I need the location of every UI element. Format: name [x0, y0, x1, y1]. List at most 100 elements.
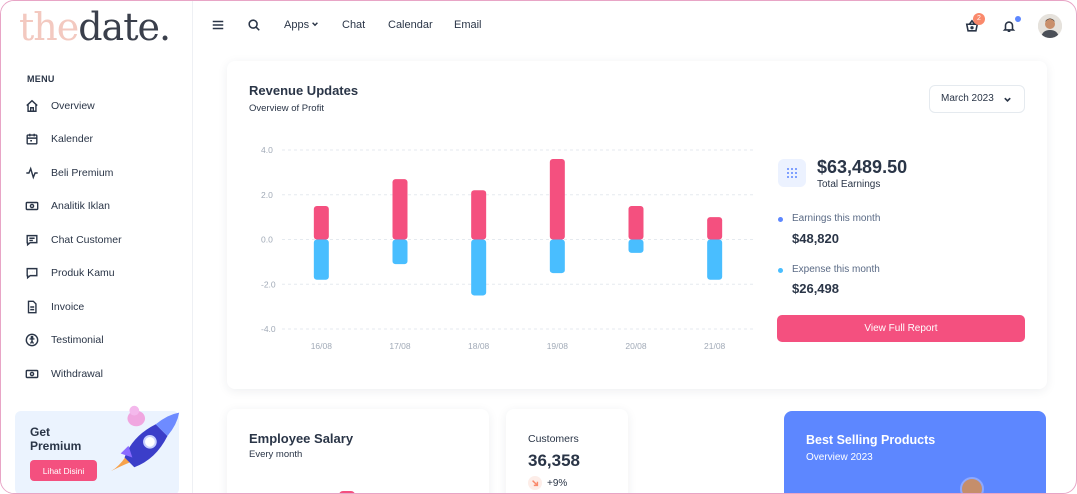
sidebar-item-withdrawal[interactable]: Withdrawal: [1, 357, 192, 391]
menu-icon[interactable]: [211, 18, 225, 32]
topbar: Apps Chat Calendar Email 2: [193, 1, 1076, 51]
chat-icon: [25, 233, 39, 247]
sidebar-item-produk-kamu[interactable]: Produk Kamu: [1, 257, 192, 291]
sidebar-nav: Overview Kalender Beli Premium Analitik …: [1, 89, 192, 391]
rocket-illustration: [110, 405, 180, 472]
product-image: [960, 477, 984, 493]
employee-subtitle: Every month: [249, 449, 303, 460]
best-selling-card: Best Selling Products Overview 2023: [784, 411, 1046, 493]
arrow-down-right-icon: [528, 476, 542, 490]
cart-badge: 2: [973, 13, 985, 25]
revenue-subtitle: Overview of Profit: [249, 103, 324, 114]
revenue-chart: 4.0 2.0 0.0 -2.0 -4.0 16/08 17/08 18/08 19/08 20/…: [261, 145, 754, 351]
logo[interactable]: thedate.: [19, 5, 171, 49]
sidebar-item-label: Analitik Iklan: [51, 200, 110, 213]
expense-bar: [549, 239, 565, 274]
nav-link-calendar[interactable]: Calendar: [388, 19, 433, 31]
earnings-bar: [707, 217, 723, 240]
notification-dot: [1015, 16, 1021, 22]
expense-bar: [471, 239, 487, 296]
sidebar-item-label: Chat Customer: [51, 233, 122, 246]
y-tick-label: 0.0: [261, 235, 273, 245]
y-tick-label: -2.0: [261, 279, 276, 289]
total-earnings-value: $63,489.50: [817, 157, 908, 177]
earnings-bar: [471, 190, 487, 240]
bell-icon[interactable]: [1002, 19, 1016, 33]
customers-change: +9%: [547, 478, 568, 489]
customers-label: Customers: [528, 433, 579, 445]
x-tick-label: 18/08: [468, 341, 490, 351]
cash-icon: [25, 367, 39, 381]
earnings-bar: [313, 205, 329, 240]
chevron-down-icon: [312, 22, 318, 27]
sidebar-item-label: Beli Premium: [51, 166, 114, 179]
logo-part-date: date.: [78, 5, 171, 49]
earnings-value: $48,820: [792, 231, 839, 246]
sidebar-item-invoice[interactable]: Invoice: [1, 290, 192, 324]
sidebar-item-label: Testimonial: [51, 334, 104, 347]
user-avatar-image: [1038, 14, 1062, 38]
earnings-label: Earnings this month: [792, 213, 881, 224]
salary-bar: [339, 491, 355, 493]
sidebar-item-chat-customer[interactable]: Chat Customer: [1, 223, 192, 257]
search-icon[interactable]: [247, 18, 261, 32]
file-icon: [25, 300, 39, 314]
best-selling-title: Best Selling Products: [806, 433, 936, 447]
employee-title: Employee Salary: [249, 431, 354, 446]
sidebar-item-beli-premium[interactable]: Beli Premium: [1, 156, 192, 190]
premium-promo: Get Premium Lihat Disini: [15, 405, 180, 493]
sidebar-item-label: Kalender: [51, 133, 94, 146]
home-icon: [25, 99, 39, 113]
sidebar-item-label: Invoice: [51, 300, 85, 313]
x-tick-label: 20/08: [625, 341, 647, 351]
revenue-card: Revenue Updates Overview of Profit March…: [227, 61, 1047, 389]
expense-bar: [628, 239, 644, 253]
expense-label: Expense this month: [792, 264, 880, 275]
employee-salary-card: Employee Salary Every month: [227, 409, 489, 493]
sidebar-item-label: Overview: [51, 99, 95, 112]
customers-card: Customers 36,358 +9%: [506, 409, 628, 493]
chevron-down-icon: [1004, 97, 1011, 102]
nav-link-apps[interactable]: Apps: [284, 19, 319, 31]
customers-value: 36,358: [528, 451, 580, 470]
earnings-bar: [392, 179, 408, 240]
promo-button[interactable]: Lihat Disini: [30, 460, 97, 481]
month-select-value: March 2023: [941, 93, 994, 104]
y-tick-label: 2.0: [261, 190, 273, 200]
avatar[interactable]: [1038, 14, 1062, 38]
expense-legend-dot: [778, 268, 783, 273]
view-full-report-button[interactable]: View Full Report: [777, 315, 1025, 342]
expense-value: $26,498: [792, 281, 839, 296]
x-tick-label: 16/08: [311, 341, 333, 351]
sidebar-item-testimonial[interactable]: Testimonial: [1, 324, 192, 358]
sidebar-item-analitik-iklan[interactable]: Analitik Iklan: [1, 190, 192, 224]
menu-title: MENU: [27, 74, 55, 84]
expense-bar: [707, 239, 723, 280]
x-tick-label: 19/08: [547, 341, 569, 351]
earnings-bar: [628, 205, 644, 240]
sidebar-item-overview[interactable]: Overview: [1, 89, 192, 123]
month-select[interactable]: March 2023: [929, 85, 1025, 113]
total-earnings-label: Total Earnings: [817, 179, 881, 190]
calendar-icon: [25, 132, 39, 146]
logo-part-the: the: [19, 5, 79, 49]
y-tick-label: -4.0: [261, 324, 276, 334]
nav-link-label: Apps: [284, 19, 310, 31]
sidebar-item-kalender[interactable]: Kalender: [1, 123, 192, 157]
expense-bar: [392, 239, 408, 265]
activity-icon: [25, 166, 39, 180]
y-tick-label: 4.0: [261, 145, 273, 155]
promo-title: Get Premium: [30, 425, 82, 453]
x-tick-label: 21/08: [704, 341, 726, 351]
nav-link-email[interactable]: Email: [454, 19, 482, 31]
x-tick-label: 17/08: [389, 341, 411, 351]
cash-icon: [25, 199, 39, 213]
sidebar: thedate. MENU Overview Kalender Beli Pre…: [1, 1, 193, 493]
revenue-title: Revenue Updates: [249, 83, 359, 98]
earnings-bar: [549, 158, 565, 240]
expense-bar: [313, 239, 329, 280]
nav-link-chat[interactable]: Chat: [342, 19, 366, 31]
sidebar-item-label: Produk Kamu: [51, 267, 115, 280]
earnings-legend-dot: [778, 217, 783, 222]
